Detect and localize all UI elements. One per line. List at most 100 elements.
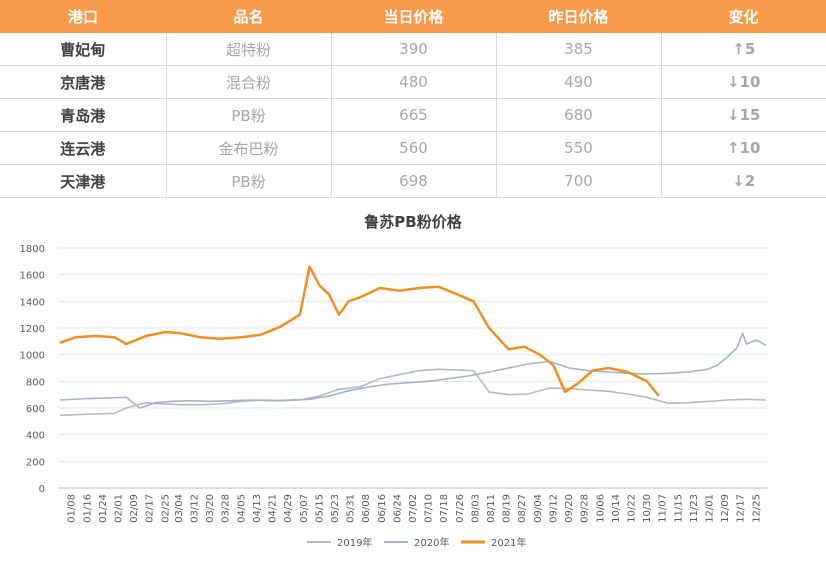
table-row: 天津港 PB粉 698 700 ↓2 xyxy=(0,164,826,198)
x-tick-label: 02/17 xyxy=(145,494,156,523)
x-tick-label: 10/06 xyxy=(595,494,606,523)
port-cell: 天津港 xyxy=(0,164,167,198)
x-tick-label: 11/23 xyxy=(689,494,700,523)
yesterday-price-cell: 490 xyxy=(496,65,662,99)
y-tick-label: 400 xyxy=(26,431,45,442)
x-tick-label: 01/16 xyxy=(82,494,93,523)
x-tick-label: 02/01 xyxy=(113,494,124,523)
product-cell: PB粉 xyxy=(166,164,332,198)
x-tick-label: 03/04 xyxy=(174,494,185,523)
x-tick-label: 06/24 xyxy=(392,494,403,523)
x-tick-label: 06/16 xyxy=(377,494,388,523)
x-tick-label: 09/20 xyxy=(564,494,575,523)
x-tick-label: 08/03 xyxy=(470,494,481,523)
today-price-cell: 480 xyxy=(331,65,497,99)
legend-label: 2021年 xyxy=(491,536,526,549)
chart-title: 鲁苏PB粉价格 xyxy=(364,213,462,231)
x-tick-label: 07/02 xyxy=(408,494,419,523)
change-value: 2 xyxy=(744,172,756,190)
change-cell: ↓2 xyxy=(661,164,826,198)
x-tick-label: 04/05 xyxy=(236,494,247,523)
table-header-row: 港口 品名 当日价格 昨日价格 变化 xyxy=(0,0,826,33)
change-value: 5 xyxy=(744,40,756,58)
product-cell: 超特粉 xyxy=(166,33,332,66)
y-tick-label: 1400 xyxy=(20,297,45,308)
product-cell: 混合粉 xyxy=(166,65,332,99)
y-tick-label: 1200 xyxy=(20,324,45,335)
x-tick-label: 03/12 xyxy=(190,494,201,523)
header-yesterday-price: 昨日价格 xyxy=(496,0,661,33)
price-table: 港口 品名 当日价格 昨日价格 变化 曹妃甸 超特粉 390 385 ↑5 京唐… xyxy=(0,0,826,198)
x-tick-label: 02/25 xyxy=(160,494,171,523)
table-row: 曹妃甸 超特粉 390 385 ↑5 xyxy=(0,33,826,66)
price-chart: 鲁苏PB粉价格 0 200 400 600 800 1000 1200 1400 1600 1800… xyxy=(0,198,826,561)
line-chart-svg: 鲁苏PB粉价格 0 200 400 600 800 1000 1200 1400 1600 1800… xyxy=(20,213,768,549)
x-tick-label: 12/09 xyxy=(720,494,731,523)
series-line-2021年 xyxy=(59,265,660,397)
table-row: 连云港 金布巴粉 560 550 ↑10 xyxy=(0,131,826,165)
x-tick-label: 04/13 xyxy=(252,494,263,523)
x-tick-label: 01/24 xyxy=(98,494,109,523)
x-tick-label: 03/20 xyxy=(205,494,216,523)
y-tick-label: 1000 xyxy=(20,351,45,362)
change-value: 10 xyxy=(739,139,761,157)
x-tick-label: 02/09 xyxy=(129,494,140,523)
today-price-cell: 390 xyxy=(331,33,497,66)
arrow-up-icon: ↑ xyxy=(727,139,740,157)
x-tick-label: 09/28 xyxy=(580,494,591,523)
x-tick-label: 10/30 xyxy=(642,494,653,523)
x-tick-label: 08/27 xyxy=(517,494,528,523)
port-cell: 京唐港 xyxy=(0,65,167,99)
change-cell: ↓15 xyxy=(661,98,826,132)
change-value: 15 xyxy=(739,106,761,124)
x-tick-label: 08/19 xyxy=(502,494,513,523)
product-cell: PB粉 xyxy=(166,98,332,132)
port-cell: 青岛港 xyxy=(0,98,167,132)
yesterday-price-cell: 700 xyxy=(496,164,662,198)
x-tick-label: 10/22 xyxy=(626,494,637,523)
x-tick-label: 05/31 xyxy=(346,494,357,523)
x-tick-label: 12/25 xyxy=(751,494,762,523)
header-change: 变化 xyxy=(661,0,826,33)
x-tick-label: 10/14 xyxy=(611,494,622,523)
arrow-down-icon: ↓ xyxy=(732,172,745,190)
change-cell: ↑5 xyxy=(661,33,826,66)
port-cell: 连云港 xyxy=(0,131,167,165)
x-tick-label: 06/08 xyxy=(361,494,372,523)
y-tick-label: 1800 xyxy=(20,244,45,255)
yesterday-price-cell: 385 xyxy=(496,33,662,66)
change-cell: ↓10 xyxy=(661,65,826,99)
product-cell: 金布巴粉 xyxy=(166,131,332,165)
change-value: 10 xyxy=(739,73,761,91)
y-tick-label: 600 xyxy=(26,404,45,415)
header-today-price: 当日价格 xyxy=(331,0,496,33)
x-tick-label: 12/01 xyxy=(704,494,715,523)
x-tick-label: 09/12 xyxy=(548,494,559,523)
x-tick-label: 11/15 xyxy=(673,494,684,523)
x-tick-label: 09/04 xyxy=(533,494,544,523)
today-price-cell: 698 xyxy=(331,164,497,198)
legend-label: 2020年 xyxy=(414,536,449,549)
x-tick-label: 07/10 xyxy=(424,494,435,523)
y-tick-label: 1600 xyxy=(20,271,45,282)
legend-label: 2019年 xyxy=(337,536,372,549)
today-price-cell: 665 xyxy=(331,98,497,132)
x-tick-label: 11/07 xyxy=(658,494,669,523)
header-port: 港口 xyxy=(0,0,166,33)
x-tick-label: 05/15 xyxy=(314,494,325,523)
y-tick-label: 800 xyxy=(26,377,45,388)
x-tick-label: 08/11 xyxy=(486,494,497,523)
yesterday-price-cell: 680 xyxy=(496,98,662,132)
x-tick-label: 05/23 xyxy=(330,494,341,523)
header-product: 品名 xyxy=(166,0,331,33)
y-tick-label: 200 xyxy=(26,457,45,468)
table-row: 青岛港 PB粉 665 680 ↓15 xyxy=(0,98,826,132)
x-tick-label: 01/08 xyxy=(67,494,78,523)
yesterday-price-cell: 550 xyxy=(496,131,662,165)
arrow-down-icon: ↓ xyxy=(727,73,740,91)
x-tick-label: 05/07 xyxy=(299,494,310,523)
table-row: 京唐港 混合粉 480 490 ↓10 xyxy=(0,65,826,99)
x-tick-label: 12/17 xyxy=(736,494,747,523)
port-cell: 曹妃甸 xyxy=(0,33,167,66)
x-tick-label: 04/29 xyxy=(283,494,294,523)
